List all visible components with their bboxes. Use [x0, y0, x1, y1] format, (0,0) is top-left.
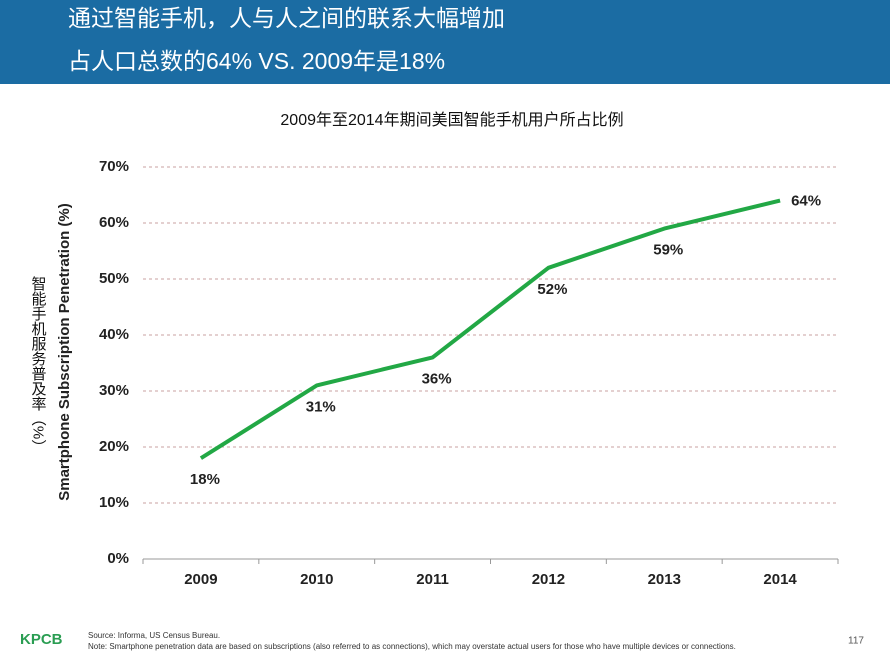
- y-tick-label: 70%: [99, 158, 129, 175]
- x-tick-label: 2012: [532, 571, 565, 588]
- value-label: 64%: [791, 193, 821, 210]
- y-axis-label: Smartphone Subscription Penetration (%): [56, 203, 73, 501]
- note: Note: Smartphone penetration data are ba…: [88, 642, 736, 651]
- chart-title: 2009年至2014年期间美国智能手机用户所占比例: [280, 111, 623, 129]
- x-tick-label: 2011: [416, 571, 449, 588]
- y-tick-label: 60%: [99, 214, 129, 231]
- value-label: 36%: [422, 370, 452, 387]
- header-bar: [0, 0, 890, 84]
- data-line: [199, 198, 781, 460]
- value-label: 59%: [653, 242, 683, 259]
- y-tick-label: 20%: [99, 438, 129, 455]
- x-tick-label: 2013: [648, 571, 681, 588]
- source: Source: Informa, US Census Bureau.: [88, 631, 220, 640]
- y-tick-label: 40%: [99, 326, 129, 343]
- y-tick-label: 10%: [99, 494, 129, 511]
- page-number: 117: [848, 636, 864, 647]
- x-tick-label: 2009: [184, 571, 217, 588]
- x-tick-label: 2010: [300, 571, 333, 588]
- y-tick-label: 30%: [99, 382, 129, 399]
- y-axis-label-cn: 智能手机服务普及率（%）: [30, 275, 47, 454]
- value-label: 18%: [190, 471, 220, 488]
- x-tick-label: 2014: [763, 571, 797, 588]
- header-line: 占人口总数的64% VS. 2009年是18%: [68, 48, 445, 74]
- value-label: 31%: [306, 398, 336, 415]
- y-tick-label: 50%: [99, 270, 129, 287]
- logo: KPCB: [20, 631, 63, 648]
- header-line: 通过智能手机，人与人之间的联系大幅增加: [68, 5, 505, 31]
- value-label: 52%: [537, 281, 567, 298]
- y-tick-label: 0%: [107, 550, 129, 567]
